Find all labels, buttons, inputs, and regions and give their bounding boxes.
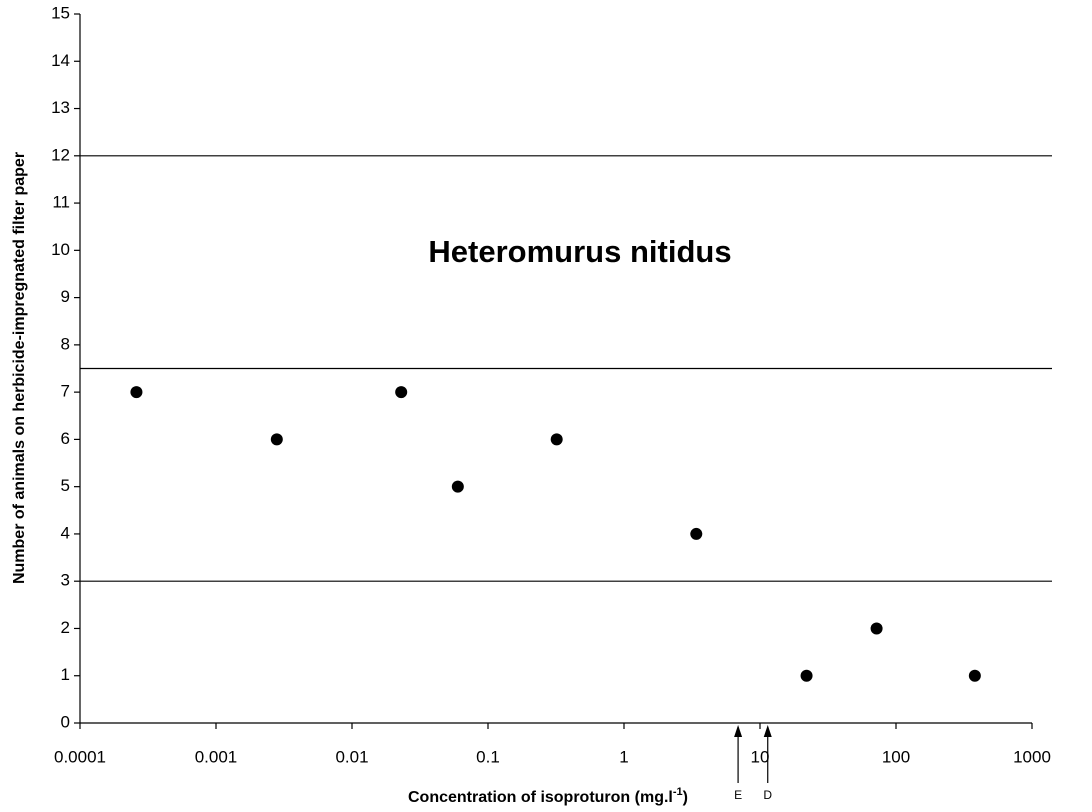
data-point [270,433,283,446]
y-tick-label: 7 [61,382,70,401]
x-tick-label: 0.0001 [54,747,106,766]
marker-label: E [734,788,742,802]
x-tick-label: 100 [882,747,910,766]
x-label-superscript: -1 [673,786,683,798]
data-point [690,527,703,540]
y-tick-label: 12 [51,145,70,164]
x-tick-label: 10 [751,747,770,766]
y-tick-label: 2 [61,618,70,637]
x-tick-label: 1 [619,747,628,766]
x-tick-label: 1000 [1013,747,1051,766]
y-axis-label: Number of animals on herbicide-impregnat… [11,152,28,584]
data-point [451,480,464,493]
x-tick-label: 0.001 [195,747,238,766]
x-axis-label: Concentration of isoproturon (mg.l-1) [408,786,688,806]
chart-title: Heteromurus nitidus [428,234,731,269]
data-point [968,669,981,682]
data-point [395,386,408,399]
y-tick-label: 0 [61,712,70,731]
y-tick-label: 11 [52,193,70,212]
marker-label: D [763,788,772,802]
y-tick-label: 6 [61,429,70,448]
x-label-text: Concentration of isoproturon (mg.l [408,789,673,806]
y-tick-label: 8 [61,334,70,353]
y-tick-label: 3 [61,571,70,590]
y-tick-label: 1 [61,665,70,684]
y-tick-label: 14 [51,51,70,70]
x-label-end: ) [683,789,688,806]
y-tick-label: 4 [61,523,70,542]
y-tick-label: 15 [51,3,70,22]
y-tick-label: 5 [61,476,70,495]
data-point [130,386,143,399]
data-point [870,622,883,635]
marker-arrowhead [734,725,743,737]
data-point [800,669,813,682]
data-point [550,433,563,446]
marker-arrowhead [763,725,772,737]
y-tick-label: 13 [51,98,70,117]
x-tick-label: 0.1 [476,747,500,766]
y-tick-label: 10 [51,240,70,259]
x-tick-label: 0.01 [335,747,368,766]
y-tick-label: 9 [61,287,70,306]
